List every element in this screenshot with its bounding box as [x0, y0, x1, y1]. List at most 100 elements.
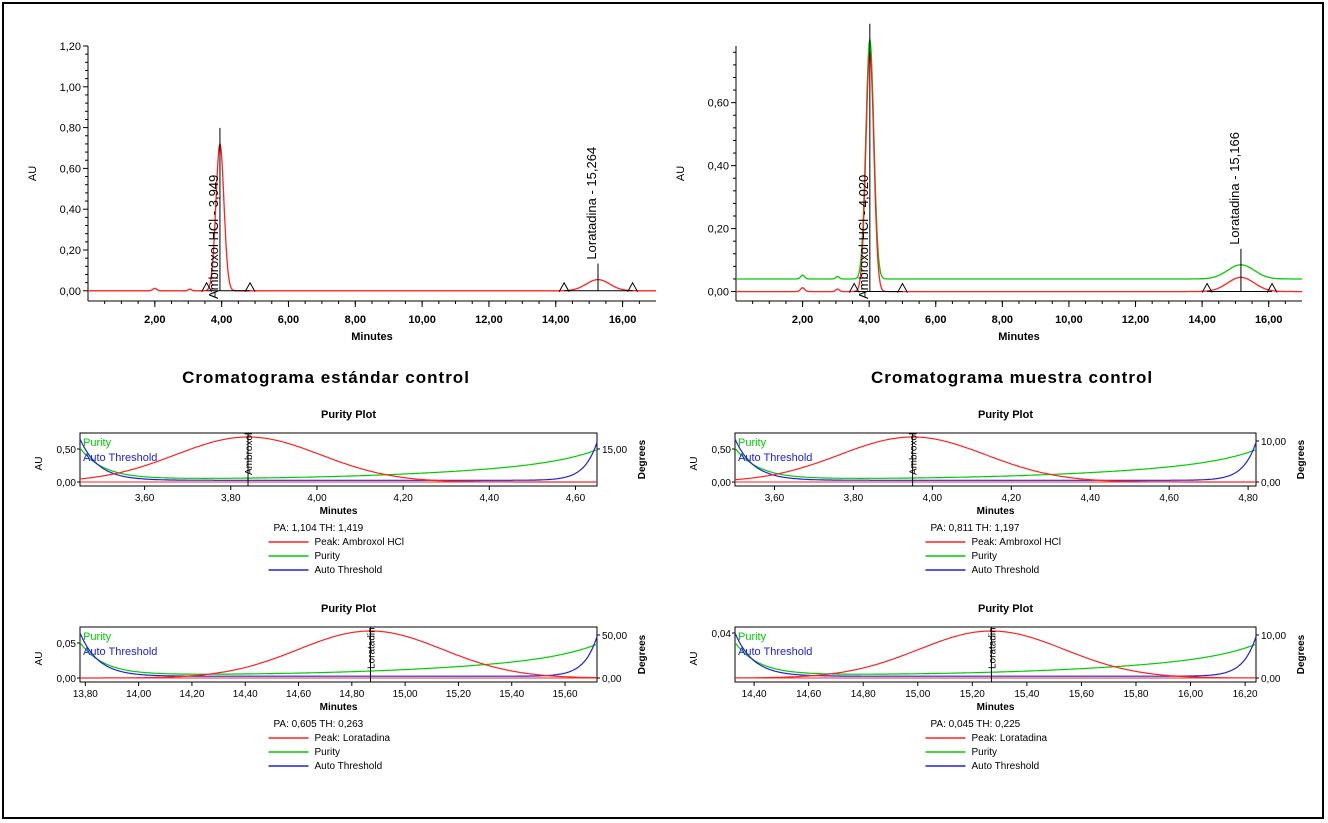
caption-right: Cromatograma muestra control: [871, 368, 1153, 387]
x-tick-label: 15,80: [1123, 689, 1148, 700]
y-tick-label: 0,50: [57, 445, 77, 456]
x-tick-label: 15,20: [960, 689, 985, 700]
legend-label-threshold: Auto Threshold: [972, 761, 1040, 772]
x-tick-label: 14,00: [542, 314, 570, 326]
x-tick-label: 16,20: [1233, 689, 1258, 700]
x-tick-label: 15,00: [393, 689, 418, 700]
peak-curve: [80, 630, 597, 679]
peak-label: Ambroxol HCl - 3,949: [206, 175, 221, 299]
peak-label: Loratadina - 15,264: [584, 147, 599, 260]
baseline-marker: [558, 281, 570, 293]
y-tick-label: 0,05: [57, 639, 77, 650]
legend-label-threshold: Auto Threshold: [315, 565, 383, 576]
purity-std-loratadina: Purity Plot 0,00 0,05 0,00 50,00 AU Degrees 13,…: [34, 603, 648, 772]
inner-legend-threshold: Auto Threshold: [738, 646, 812, 658]
pa-th-readout: PA: 0,045 TH: 0,225: [931, 719, 1021, 730]
y-tick-label: 0,04: [712, 629, 732, 640]
pa-th-readout: PA: 0,605 TH: 0,263: [274, 719, 364, 730]
y2-tick-label: 50,00: [602, 631, 627, 642]
peak-curve: [735, 630, 1256, 679]
baseline-marker: [244, 281, 256, 293]
y-tick-label: 0,00: [712, 478, 732, 489]
y-axis-title: AU: [689, 457, 700, 471]
x-tick-label: 14,40: [233, 689, 258, 700]
x-tick-label: 10,00: [1055, 314, 1083, 326]
threshold-curve: [79, 632, 598, 677]
x-tick-label: 4,60: [566, 493, 586, 504]
baseline-marker: [627, 281, 639, 293]
x-tick-label: 12,00: [475, 314, 503, 326]
x-tick-label: 15,60: [553, 689, 578, 700]
y2-axis-title: Degrees: [637, 634, 648, 674]
y-axis-title: AU: [34, 652, 45, 666]
x-tick-label: 3,60: [135, 493, 155, 504]
baseline-marker: [1201, 282, 1213, 293]
inner-legend-threshold: Auto Threshold: [83, 452, 157, 464]
y2-tick-label: 15,00: [602, 445, 627, 456]
y-tick-label: 0,40: [708, 161, 729, 173]
legend-label-threshold: Auto Threshold: [315, 761, 383, 772]
y2-axis-title: Degrees: [1296, 439, 1307, 479]
y-tick-label: 1,00: [60, 82, 81, 94]
purity-curve: [79, 642, 598, 675]
threshold-curve: [734, 438, 1257, 481]
y-tick-label: 0,60: [708, 98, 729, 110]
legend-label-purity: Purity: [315, 747, 341, 758]
peak-curve: [79, 436, 597, 483]
apex-label: Loratadin: [366, 627, 377, 669]
y-tick-label: 0,00: [60, 286, 81, 298]
x-axis-title: Minutes: [320, 506, 358, 517]
legend-label-peak: Peak: Loratadina: [972, 733, 1048, 744]
purity-curve: [734, 642, 1257, 675]
inner-legend-purity: Purity: [83, 437, 112, 449]
pa-th-readout: PA: 0,811 TH: 1,197: [931, 523, 1020, 534]
x-tick-label: 4,20: [1002, 493, 1022, 504]
purity-sample-loratadina: Purity Plot 0,04 0,00 10,00 AU Degrees 14,40 14…: [689, 603, 1307, 772]
y2-tick-label: 0,00: [1261, 478, 1281, 489]
x-tick-label: 3,80: [221, 493, 241, 504]
x-tick-label: 14,60: [796, 689, 821, 700]
inner-legend-purity: Purity: [83, 631, 112, 643]
purity-curve: [79, 447, 598, 479]
y-tick-label: 0,00: [708, 287, 729, 299]
inner-legend-purity: Purity: [738, 437, 767, 449]
x-tick-label: 4,20: [393, 493, 413, 504]
y-tick-label: 0,60: [60, 163, 81, 175]
x-tick-label: 15,40: [1014, 689, 1039, 700]
x-tick-label: 15,00: [905, 689, 930, 700]
x-tick-label: 6,00: [278, 314, 299, 326]
y2-tick-label: 10,00: [1261, 437, 1286, 448]
x-tick-label: 14,00: [1188, 314, 1216, 326]
x-axis-title: Minutes: [977, 702, 1015, 713]
purity-curve: [734, 447, 1257, 479]
y2-axis-title: Degrees: [637, 439, 648, 479]
purity-title: Purity Plot: [978, 603, 1033, 615]
purity-title: Purity Plot: [321, 603, 376, 615]
x-tick-label: 16,00: [1255, 314, 1283, 326]
legend-label-peak: Peak: Ambroxol HCl: [972, 537, 1061, 548]
legend-label-purity: Purity: [972, 747, 998, 758]
x-tick-label: 4,40: [1080, 493, 1100, 504]
x-tick-label: 14,80: [851, 689, 876, 700]
purity-sample-ambroxol: Purity Plot 0,00 0,50 0,00 10,00 AU Degrees 3,6…: [689, 409, 1307, 576]
x-tick-label: 16,00: [609, 314, 637, 326]
y2-tick-label: 0,00: [1261, 674, 1281, 685]
y-axis-title: AU: [675, 166, 687, 181]
baseline-marker: [897, 282, 908, 293]
series-line-peak: [736, 50, 1302, 293]
series-line-peak: [88, 142, 656, 292]
inner-legend-threshold: Auto Threshold: [738, 452, 812, 464]
purity-title: Purity Plot: [978, 409, 1033, 421]
plot-frame: [734, 432, 1257, 487]
x-tick-label: 4,60: [1159, 493, 1179, 504]
y2-axis-title: Degrees: [1296, 634, 1307, 674]
x-tick-label: 13,80: [73, 689, 98, 700]
x-tick-label: 14,20: [179, 689, 204, 700]
baseline-marker: [201, 281, 213, 293]
baseline-marker: [1266, 282, 1278, 293]
x-tick-label: 14,00: [126, 689, 151, 700]
plot-frame: [79, 626, 598, 683]
legend-label-peak: Peak: Loratadina: [315, 733, 391, 744]
x-tick-label: 4,00: [923, 493, 943, 504]
